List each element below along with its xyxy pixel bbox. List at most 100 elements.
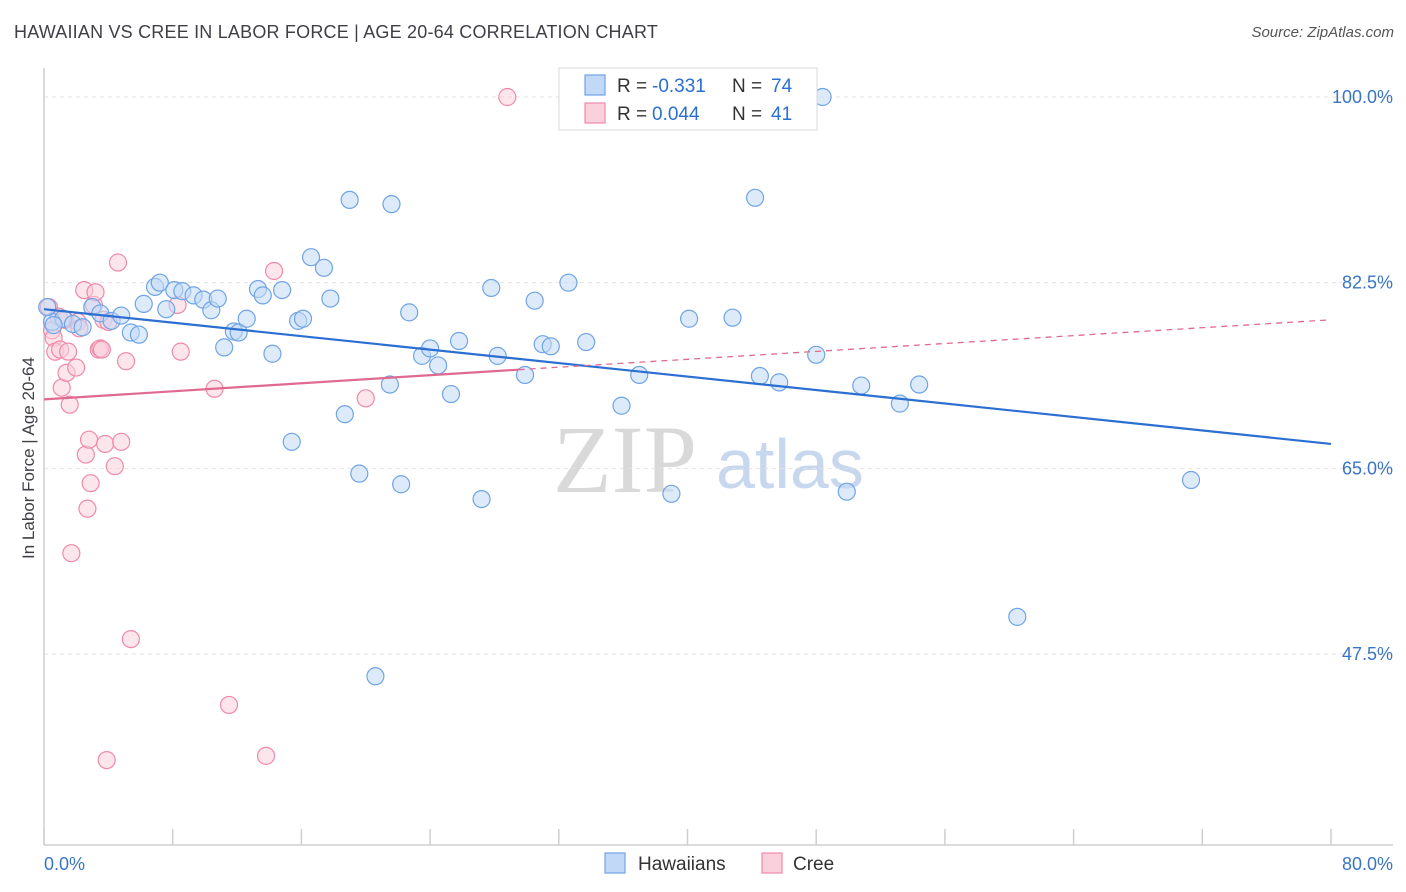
point-cree-41 bbox=[498, 87, 517, 107]
point-cree-24 bbox=[92, 340, 112, 359]
point-cree-38 bbox=[256, 746, 276, 765]
point-hawaiians-45 bbox=[441, 384, 461, 404]
legend-r-label-hawaiians: R = bbox=[617, 76, 647, 97]
bottom-legend-label-cree: Cree bbox=[793, 854, 834, 875]
point-hawaiians-64 bbox=[807, 345, 826, 364]
point-hawaiians-19 bbox=[208, 289, 227, 308]
point-cree-10 bbox=[60, 395, 79, 414]
trend-line-hawaiians bbox=[43, 308, 1332, 446]
point-hawaiians-47 bbox=[472, 490, 491, 509]
bottom-legend-swatch-cree bbox=[761, 852, 783, 874]
y-tick-label-1: 82.5% bbox=[1342, 273, 1393, 293]
legend-r-value-cree: 0.044 bbox=[652, 104, 700, 125]
point-hawaiians-62 bbox=[750, 366, 769, 386]
trend-line-cree-extension bbox=[518, 319, 1332, 371]
point-hawaiians-69 bbox=[910, 375, 929, 394]
point-hawaiians-53 bbox=[541, 337, 560, 356]
series-legend: Hawaiians Cree bbox=[604, 852, 834, 875]
point-hawaiians-63 bbox=[770, 373, 789, 392]
point-hawaiians-20 bbox=[215, 338, 234, 357]
point-hawaiians-31 bbox=[301, 248, 321, 267]
point-hawaiians-36 bbox=[350, 464, 369, 483]
legend-swatch-cree bbox=[584, 102, 606, 124]
point-hawaiians-27 bbox=[272, 280, 292, 300]
point-hawaiians-51 bbox=[525, 291, 544, 310]
series-cree-points bbox=[39, 87, 517, 770]
point-cree-9 bbox=[59, 342, 78, 361]
chart-title: HAWAIIAN VS CREE IN LABOR FORCE | AGE 20… bbox=[14, 22, 659, 42]
point-hawaiians-13 bbox=[157, 300, 176, 319]
point-cree-30 bbox=[108, 253, 128, 272]
point-hawaiians-10 bbox=[134, 294, 153, 313]
point-cree-31 bbox=[112, 432, 131, 451]
point-cree-32 bbox=[116, 352, 136, 371]
point-hawaiians-60 bbox=[723, 308, 742, 327]
legend-r-value-hawaiians: -0.331 bbox=[652, 76, 706, 97]
point-hawaiians-54 bbox=[559, 273, 578, 292]
bottom-legend-label-hawaiians: Hawaiians bbox=[638, 854, 726, 875]
point-hawaiians-67 bbox=[852, 376, 871, 395]
point-hawaiians-73 bbox=[44, 316, 63, 335]
point-hawaiians-58 bbox=[662, 484, 681, 503]
point-hawaiians-59 bbox=[680, 309, 699, 328]
point-hawaiians-39 bbox=[380, 375, 399, 394]
x-tick-label-max: 80.0% bbox=[1342, 854, 1393, 874]
point-hawaiians-70 bbox=[1008, 607, 1027, 626]
bottom-legend-swatch-hawaiians bbox=[604, 852, 626, 874]
gridlines bbox=[44, 96, 1393, 655]
legend-n-label-hawaiians: N = bbox=[732, 76, 762, 97]
y-tick-label-0: 100.0% bbox=[1332, 87, 1393, 107]
point-hawaiians-57 bbox=[630, 365, 649, 385]
point-cree-11 bbox=[62, 544, 81, 563]
point-cree-19 bbox=[81, 474, 100, 493]
point-hawaiians-41 bbox=[400, 303, 419, 322]
point-hawaiians-32 bbox=[314, 258, 334, 277]
trend-lines bbox=[43, 308, 1332, 446]
point-hawaiians-33 bbox=[321, 289, 340, 308]
point-cree-40 bbox=[356, 389, 375, 408]
point-hawaiians-71 bbox=[1181, 470, 1201, 490]
x-tick-label-min: 0.0% bbox=[44, 854, 85, 874]
legend-n-label-cree: N = bbox=[732, 104, 762, 125]
point-hawaiians-30 bbox=[293, 309, 313, 328]
point-hawaiians-46 bbox=[449, 331, 469, 351]
point-hawaiians-40 bbox=[392, 475, 411, 494]
series-hawaiians-points bbox=[38, 87, 1201, 686]
point-cree-16 bbox=[76, 445, 95, 464]
point-cree-35 bbox=[171, 342, 190, 361]
point-cree-21 bbox=[86, 283, 105, 302]
watermark: ZIP atlas bbox=[553, 406, 864, 513]
point-hawaiians-9 bbox=[129, 325, 149, 344]
point-cree-29 bbox=[105, 457, 124, 476]
point-hawaiians-25 bbox=[253, 286, 272, 305]
x-axis-ticks bbox=[43, 829, 1332, 845]
y-axis-title: In Labor Force | Age 20-64 bbox=[19, 357, 38, 559]
legend-n-value-hawaiians: 74 bbox=[771, 76, 793, 97]
point-cree-26 bbox=[96, 434, 115, 454]
point-hawaiians-12 bbox=[150, 273, 169, 292]
y-tick-label-2: 65.0% bbox=[1342, 458, 1393, 478]
point-hawaiians-44 bbox=[429, 356, 448, 375]
point-hawaiians-48 bbox=[482, 278, 501, 298]
point-hawaiians-66 bbox=[837, 482, 856, 501]
legend-r-label-cree: R = bbox=[617, 104, 647, 125]
point-hawaiians-3 bbox=[73, 318, 92, 337]
point-hawaiians-35 bbox=[340, 190, 359, 210]
point-hawaiians-50 bbox=[515, 365, 535, 385]
point-hawaiians-61 bbox=[745, 188, 765, 207]
point-hawaiians-72 bbox=[38, 297, 57, 317]
point-cree-27 bbox=[97, 750, 116, 770]
point-hawaiians-37 bbox=[366, 667, 385, 686]
chart-source: Source: ZipAtlas.com bbox=[1251, 24, 1394, 41]
legend-swatch-hawaiians bbox=[584, 74, 606, 96]
point-cree-37 bbox=[219, 695, 239, 715]
point-cree-18 bbox=[79, 430, 99, 449]
point-hawaiians-23 bbox=[237, 309, 256, 328]
point-cree-33 bbox=[121, 630, 140, 649]
point-hawaiians-26 bbox=[263, 344, 282, 363]
legend-n-value-cree: 41 bbox=[771, 104, 792, 125]
point-cree-39 bbox=[264, 261, 284, 281]
point-hawaiians-38 bbox=[382, 195, 401, 214]
point-hawaiians-55 bbox=[577, 332, 596, 352]
